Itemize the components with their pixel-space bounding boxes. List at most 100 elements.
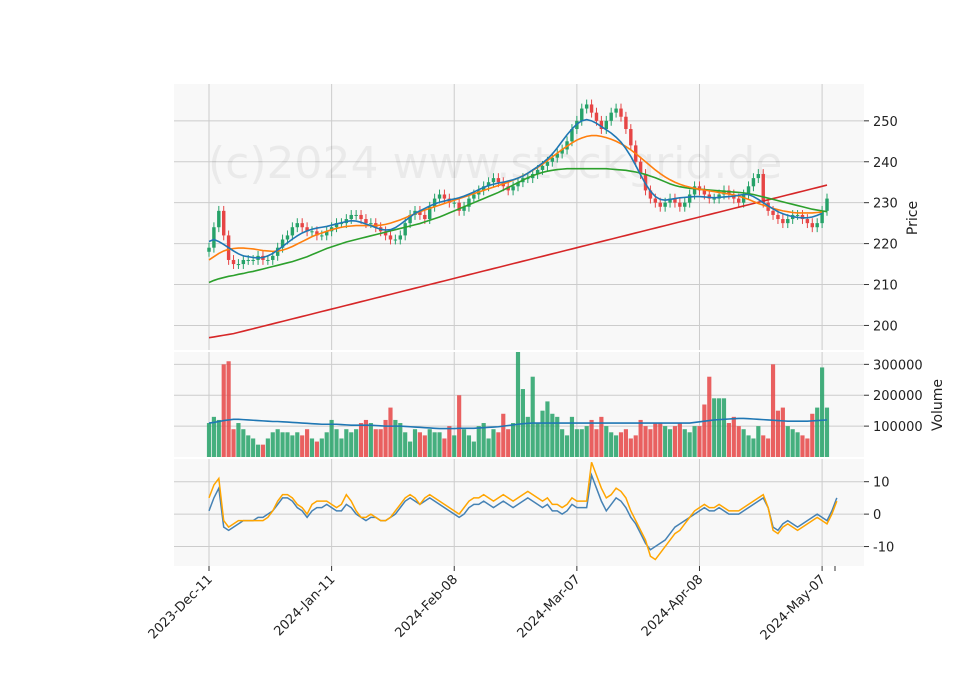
candle-body xyxy=(383,231,388,236)
volume-bar xyxy=(290,435,295,457)
candle-body xyxy=(555,153,559,158)
volume-bar xyxy=(824,407,830,457)
candle-body xyxy=(388,235,393,240)
volume-bar xyxy=(398,423,403,457)
volume-bar xyxy=(501,413,506,457)
candle-body xyxy=(668,198,672,203)
candle-body xyxy=(511,186,515,191)
candle-body xyxy=(805,219,810,224)
volume-bar xyxy=(712,398,717,457)
candle-body xyxy=(692,186,697,195)
candle-body xyxy=(427,206,432,220)
oscillator-panel-background xyxy=(174,459,864,566)
candle-body xyxy=(486,182,491,187)
volume-bar xyxy=(638,419,643,457)
candle-body xyxy=(364,219,368,224)
volume-bar xyxy=(746,435,751,457)
price-tick-label: 200 xyxy=(873,319,898,334)
volume-bar xyxy=(707,376,712,457)
volume-bar xyxy=(658,423,663,457)
volume-bar xyxy=(726,423,731,457)
volume-bar xyxy=(766,438,771,457)
candle-body xyxy=(707,194,712,199)
candle-body xyxy=(271,255,275,260)
volume-bar xyxy=(329,419,334,457)
volume-bar xyxy=(481,423,486,457)
volume-bar xyxy=(555,416,560,457)
volume-bar xyxy=(349,432,354,457)
candle-body xyxy=(820,210,824,224)
candle-body xyxy=(815,223,819,228)
volume-ma-line xyxy=(208,417,828,430)
volume-bar xyxy=(221,364,226,457)
volume-bar xyxy=(255,444,261,457)
candle-body xyxy=(324,231,329,236)
candle-body xyxy=(212,227,216,248)
candle-body xyxy=(540,165,545,170)
candle-body xyxy=(310,231,314,233)
candle-body xyxy=(290,227,295,236)
volume-bar xyxy=(358,423,364,457)
volume-bar xyxy=(800,435,805,457)
candle-body xyxy=(717,194,721,199)
volume-bar xyxy=(550,413,555,457)
date-tick-label: 2024-May-07 xyxy=(758,572,829,643)
candle-body xyxy=(609,112,613,121)
oscillator-panel: -10 0 10 xyxy=(174,459,894,566)
candle-body xyxy=(771,210,775,215)
volume-bar xyxy=(717,398,722,457)
candle-body xyxy=(432,198,437,207)
volume-bar xyxy=(515,352,521,457)
candle-body xyxy=(437,194,442,199)
volume-bar xyxy=(569,416,575,457)
volume-bar xyxy=(461,429,467,457)
candle-body xyxy=(462,206,466,211)
volume-bar xyxy=(457,395,462,457)
candle-body xyxy=(472,194,476,199)
candle-body xyxy=(614,108,618,113)
volume-bar xyxy=(280,432,285,457)
volume-bar xyxy=(584,426,589,457)
candle-body xyxy=(452,202,456,204)
volume-bar xyxy=(574,429,579,457)
candle-body xyxy=(810,223,815,228)
volume-bar xyxy=(265,438,270,457)
price-tick-label: 210 xyxy=(873,279,898,294)
volume-bar xyxy=(604,426,609,457)
volume-bar xyxy=(677,423,682,457)
candle-body xyxy=(241,259,246,265)
oscillator-grid xyxy=(174,459,864,566)
volume-bar xyxy=(442,438,447,457)
volume-bar xyxy=(491,429,496,457)
candle-body xyxy=(678,202,682,207)
candle-body xyxy=(624,116,628,130)
volume-bar xyxy=(731,416,736,457)
volume-bar xyxy=(770,364,776,457)
date-tick-label: 2023-Dec-11 xyxy=(146,572,216,642)
volume-bar xyxy=(300,435,305,457)
volume-bar xyxy=(305,429,310,457)
date-axis: 2023-Dec-11 2024-Jan-11 2024-Feb-08 2024-Ma… xyxy=(146,566,836,643)
volume-bar xyxy=(648,429,653,457)
oscillator-line-a xyxy=(208,472,838,551)
candle-body xyxy=(786,219,790,224)
candle-body xyxy=(594,112,599,121)
volume-bar xyxy=(408,441,413,457)
candle-body xyxy=(761,174,765,203)
candle-body xyxy=(457,202,461,211)
volume-bar xyxy=(687,432,692,457)
candle-body xyxy=(697,186,702,191)
volume-bar xyxy=(751,438,756,457)
candle-body xyxy=(315,231,319,236)
candle-body xyxy=(584,104,589,109)
volume-bar xyxy=(251,438,256,457)
candle-body xyxy=(418,210,422,215)
volume-bar xyxy=(530,376,535,457)
volume-bar xyxy=(761,435,766,457)
candle-body xyxy=(589,104,594,113)
volume-bar xyxy=(334,429,339,457)
volume-bar xyxy=(339,438,344,457)
volume-bar xyxy=(216,419,221,457)
candle-body xyxy=(231,259,236,265)
